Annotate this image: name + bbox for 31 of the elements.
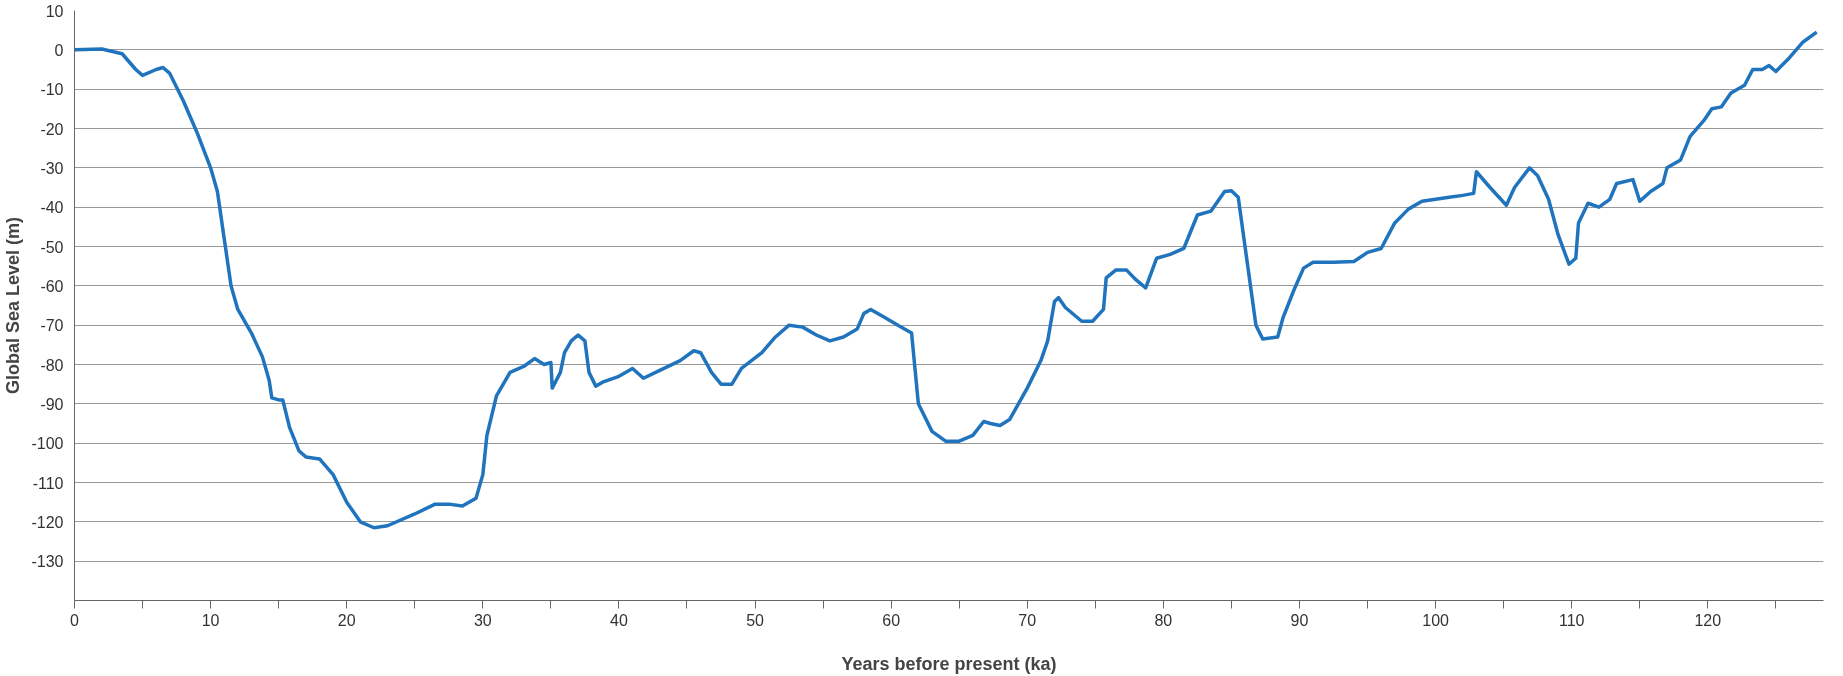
y-tick-label: 10 (45, 2, 64, 20)
y-tick-label: -10 (40, 81, 64, 99)
x-tick-label: 20 (337, 611, 356, 629)
x-tick-label: 120 (1694, 611, 1722, 629)
y-tick-label: -110 (32, 474, 64, 492)
y-tick-label: -130 (31, 553, 64, 571)
line-series (74, 30, 1819, 530)
y-tick-label: 0 (54, 41, 64, 59)
y-tick-label: -60 (40, 277, 64, 295)
y-tick-label: -40 (40, 199, 64, 217)
y-tick-label: -30 (40, 159, 64, 177)
y-tick-label: -70 (40, 317, 64, 335)
x-tick-label: 110 (1558, 611, 1585, 629)
x-axis-title: Years before present (ka) (841, 653, 1057, 674)
y-tick-label: -20 (40, 120, 64, 138)
x-tick-label: 60 (882, 611, 901, 629)
x-tick-label: 10 (201, 611, 220, 629)
x-tick-label: 30 (473, 611, 492, 629)
x-tick-label: 90 (1290, 611, 1309, 629)
y-tick-label: -50 (40, 238, 64, 256)
x-tick-label: 50 (746, 611, 765, 629)
x-tick-label: 0 (70, 611, 80, 629)
y-tick-label: -90 (40, 395, 64, 413)
x-tick-label: 80 (1154, 611, 1173, 629)
x-tick-label: 40 (610, 611, 628, 629)
y-tick-label: -100 (31, 435, 64, 453)
x-tick-label: 70 (1018, 611, 1037, 629)
x-tick-label: 100 (1422, 611, 1450, 629)
y-axis-title: Global Sea Level (m) (3, 216, 24, 395)
y-tick-label: -80 (40, 356, 64, 374)
y-tick-label: -120 (31, 513, 64, 531)
